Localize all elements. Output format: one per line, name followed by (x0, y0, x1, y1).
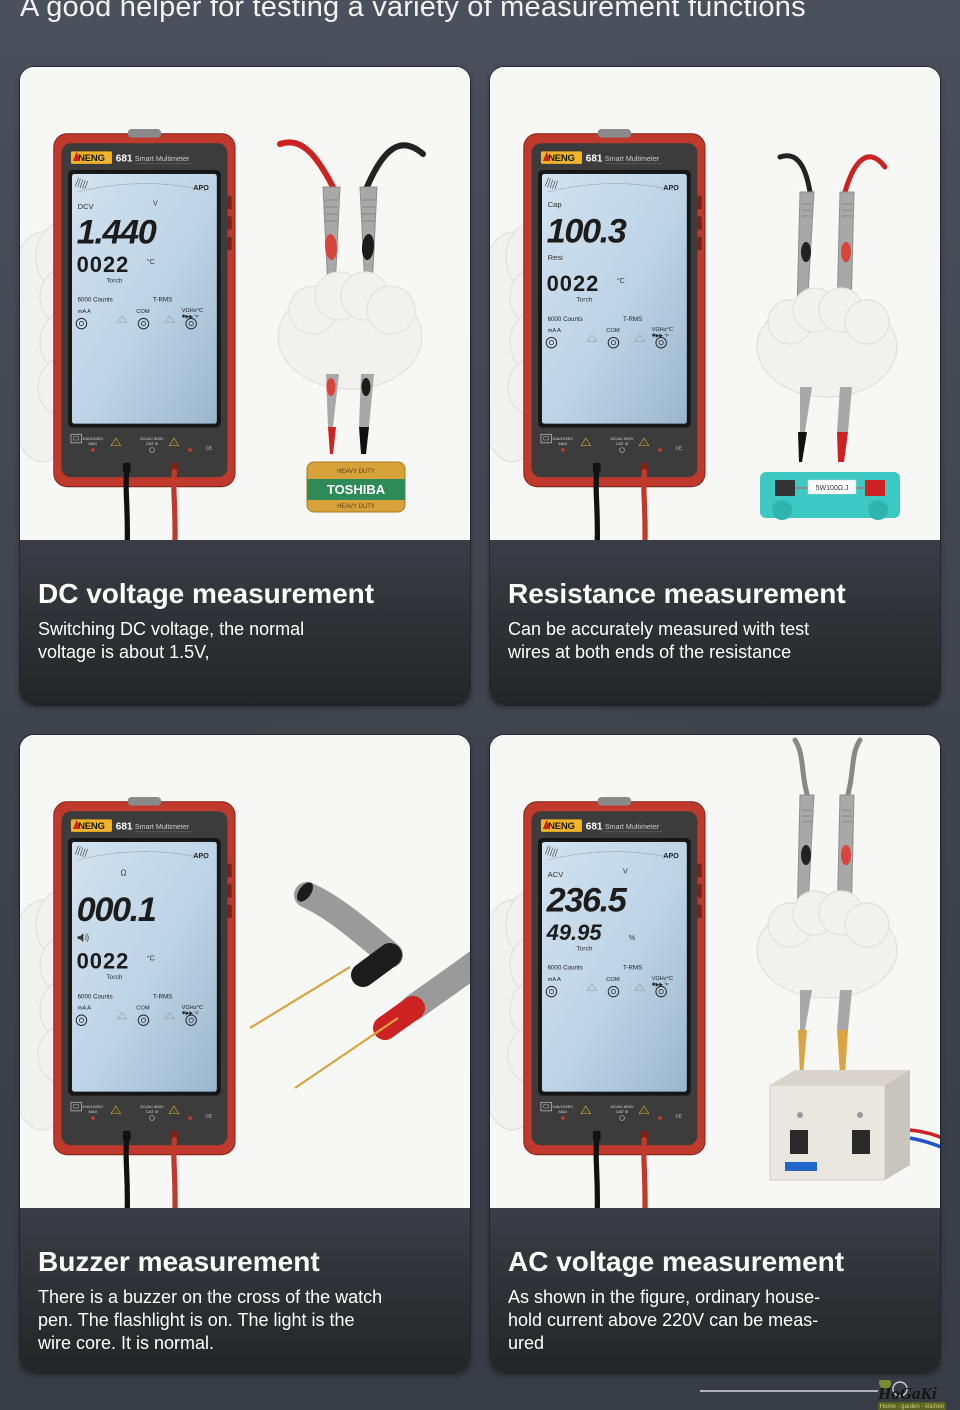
svg-text:✱▶▶ °F: ✱▶▶ °F (182, 1011, 200, 1017)
svg-text:HEAVY DUTY: HEAVY DUTY (337, 504, 375, 510)
svg-text:0022: 0022 (547, 271, 600, 296)
svg-text:HoGaKi: HoGaKi (877, 1384, 937, 1403)
svg-text:V: V (153, 199, 158, 207)
svg-text:T-RMS: T-RMS (623, 965, 642, 972)
svg-text:6000 Counts: 6000 Counts (78, 297, 113, 304)
svg-text:DCV: DCV (78, 202, 95, 211)
svg-text:0022: 0022 (77, 949, 130, 974)
svg-text:VΩHz°C: VΩHz°C (652, 327, 674, 333)
svg-text:100.3: 100.3 (547, 213, 627, 251)
svg-text:Torch: Torch (576, 946, 593, 953)
svg-text:✱▶▶ °F: ✱▶▶ °F (652, 333, 670, 339)
svg-text:HEAVY DUTY: HEAVY DUTY (337, 469, 375, 475)
svg-text:mA A: mA A (78, 309, 92, 315)
svg-text:6000 Counts: 6000 Counts (548, 965, 583, 972)
svg-text:COM: COM (606, 328, 620, 334)
svg-text:V: V (623, 867, 628, 875)
svg-text:Home - garden - kitchen: Home - garden - kitchen (880, 1404, 944, 1410)
svg-text:mA A: mA A (548, 977, 562, 983)
svg-text:Resi: Resi (548, 253, 564, 262)
svg-text:mA A: mA A (78, 1006, 92, 1012)
svg-text:T-RMS: T-RMS (623, 316, 642, 323)
svg-text:°C: °C (147, 955, 155, 963)
svg-text:6000 Counts: 6000 Counts (548, 316, 583, 323)
svg-text:Torch: Torch (106, 974, 123, 981)
svg-text:Torch: Torch (576, 297, 593, 304)
svg-text:APO: APO (663, 852, 679, 860)
svg-text:°C: °C (617, 277, 625, 285)
svg-text:000.1: 000.1 (77, 891, 156, 929)
svg-text:T-RMS: T-RMS (153, 297, 172, 304)
svg-text:1.440: 1.440 (77, 213, 157, 251)
svg-text:VΩHz°C: VΩHz°C (652, 976, 674, 982)
svg-text:Ω: Ω (121, 869, 127, 878)
svg-text:236.5: 236.5 (546, 881, 628, 919)
svg-text:APO: APO (663, 184, 679, 192)
svg-text:VΩHz°C: VΩHz°C (182, 1005, 204, 1011)
svg-text:49.95: 49.95 (546, 920, 603, 945)
svg-text:mA A: mA A (548, 328, 562, 334)
svg-text:✱▶▶ °F: ✱▶▶ °F (182, 314, 200, 320)
svg-text:0022: 0022 (77, 252, 130, 277)
svg-text:COM: COM (606, 977, 620, 983)
svg-text:COM: COM (136, 309, 150, 315)
svg-text:ACV: ACV (548, 870, 565, 879)
svg-text:Torch: Torch (106, 278, 123, 285)
svg-text:6000 Counts: 6000 Counts (78, 993, 113, 1000)
svg-text:T-RMS: T-RMS (153, 993, 172, 1000)
svg-text:APO: APO (193, 852, 209, 860)
svg-text:✱▶▶ °F: ✱▶▶ °F (652, 982, 670, 988)
svg-text:COM: COM (136, 1006, 150, 1012)
svg-text:°C: °C (147, 258, 155, 266)
svg-text:APO: APO (193, 184, 209, 192)
svg-text:%: % (629, 934, 636, 942)
svg-text:Cap: Cap (548, 200, 562, 209)
svg-text:TOSHIBA: TOSHIBA (327, 482, 386, 497)
svg-text:5W100Ω J: 5W100Ω J (816, 485, 849, 492)
svg-text:VΩHz°C: VΩHz°C (182, 308, 204, 314)
